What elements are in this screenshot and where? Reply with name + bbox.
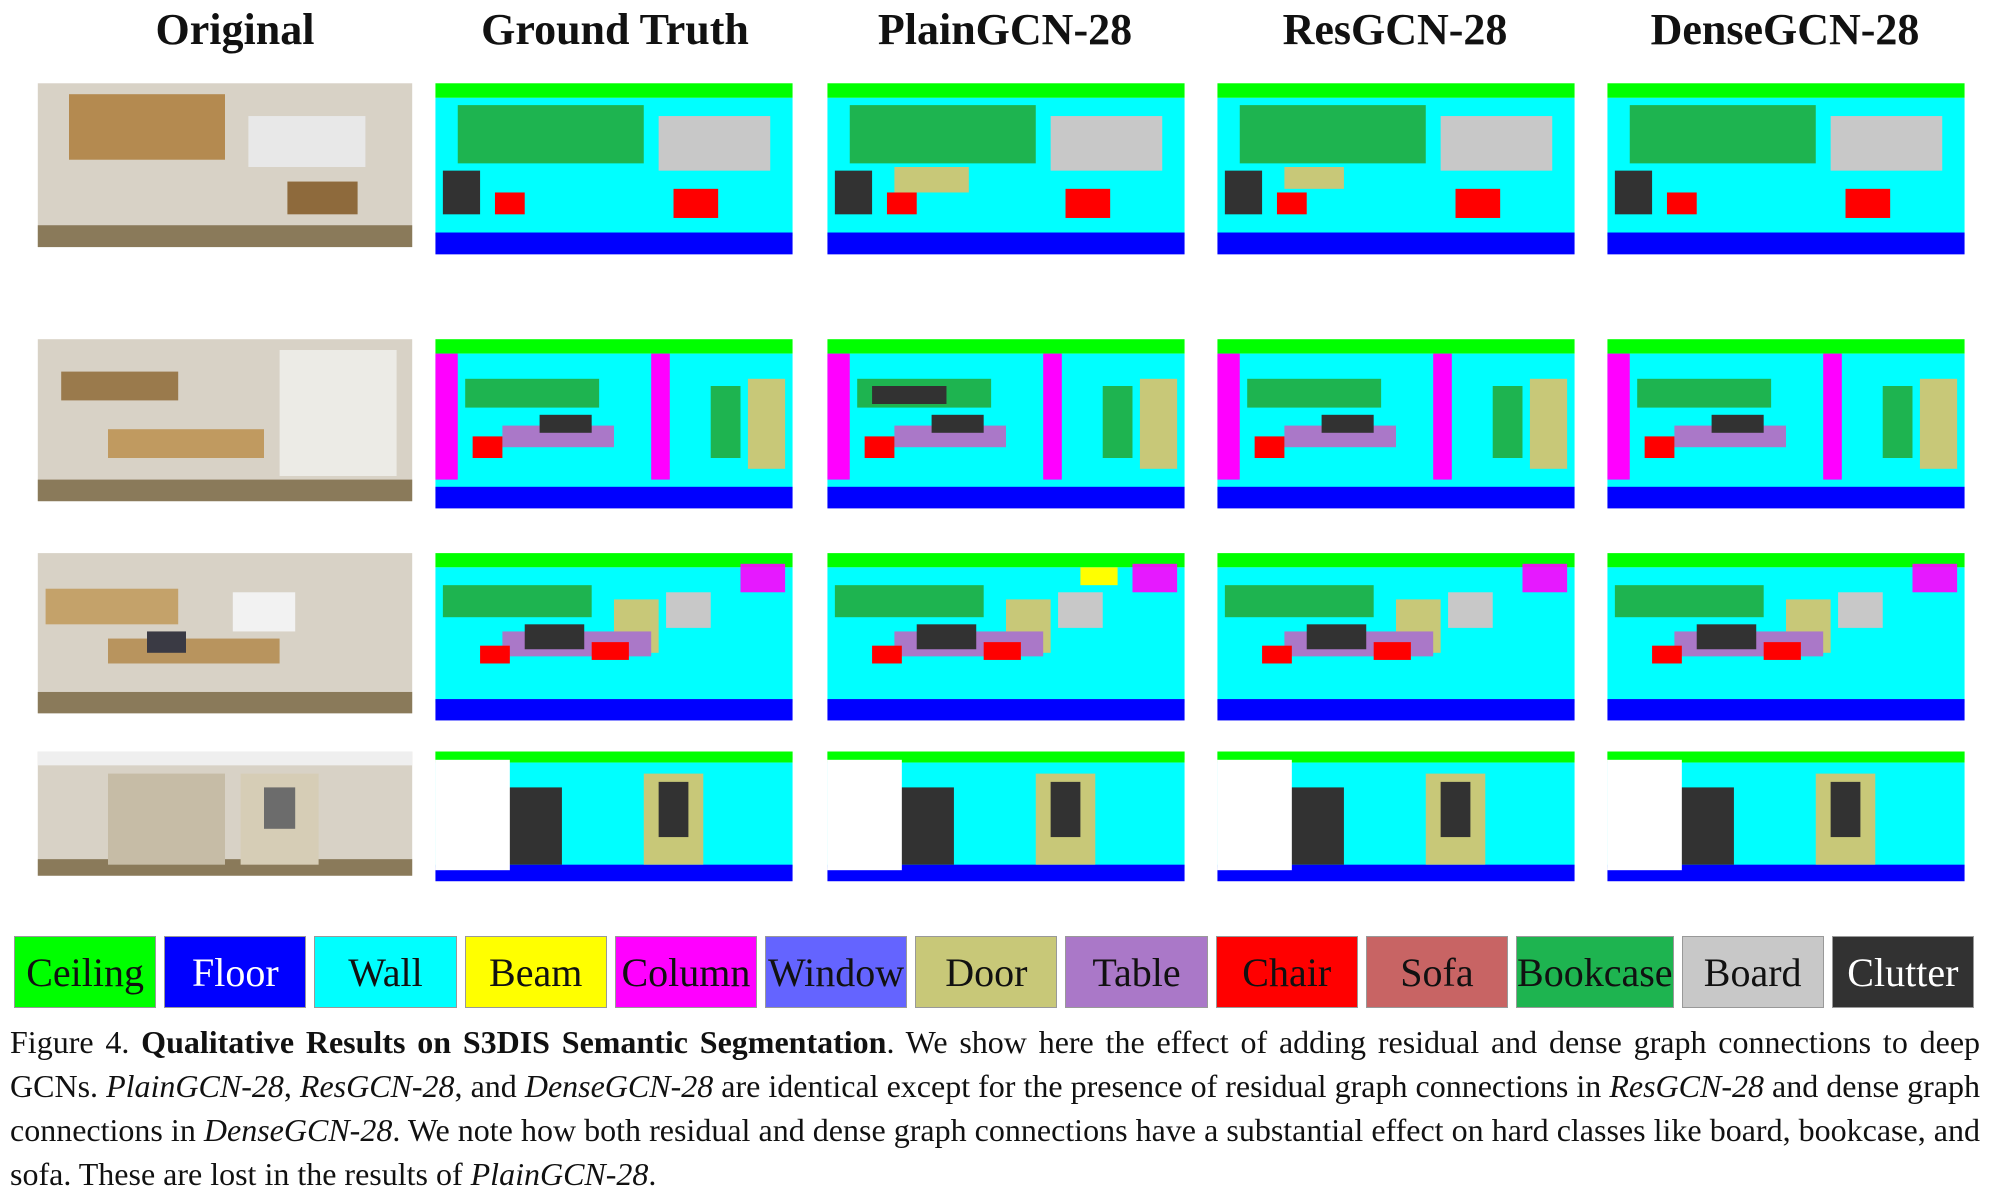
result-grid <box>0 76 1992 884</box>
scene-original-row2 <box>30 332 420 512</box>
scene-densegcn-row1 <box>1600 76 1972 258</box>
caption-text: . We show here the effect of adding resi… <box>10 1024 1981 1104</box>
model-name: ResGCN-28 <box>299 1068 455 1104</box>
legend-board: Board <box>1681 936 1824 1008</box>
scene-plaingcn-row3 <box>820 546 1192 724</box>
scene-original-row1 <box>30 76 420 258</box>
scene-resgcn-row4 <box>1210 746 1582 884</box>
caption-text: and dense graph connections in <box>10 1068 1981 1148</box>
column-header-plaingcn: PlainGCN-28 <box>877 5 1133 54</box>
column-header-densegcn: DenseGCN-28 <box>1650 5 1920 54</box>
legend-window: Window <box>765 936 908 1008</box>
caption-text: . <box>648 1156 657 1192</box>
scene-original-row3 <box>30 546 420 724</box>
scene-ground-truth-row1 <box>428 76 800 258</box>
scene-plaingcn-row4 <box>820 746 1192 884</box>
scene-densegcn-row3 <box>1600 546 1972 724</box>
scene-densegcn-row4 <box>1600 746 1972 884</box>
figure-title: Qualitative Results on S3DIS Semantic Se… <box>141 1024 887 1060</box>
legend-ceiling: Ceiling <box>14 936 157 1008</box>
scene-resgcn-row1 <box>1210 76 1582 258</box>
model-name: PlainGCN-28 <box>470 1156 649 1192</box>
legend-sofa: Sofa <box>1365 936 1509 1008</box>
model-name: ResGCN-28 <box>1609 1068 1764 1104</box>
scene-plaingcn-row1 <box>820 76 1192 258</box>
caption-text: . We note how both residual and dense gr… <box>10 1112 1981 1192</box>
legend-column: Column <box>614 936 758 1008</box>
scene-ground-truth-row3 <box>428 546 800 724</box>
figure-label: Figure 4. <box>10 1024 130 1060</box>
legend-chair: Chair <box>1215 936 1358 1008</box>
scene-ground-truth-row4 <box>428 746 800 884</box>
scene-resgcn-row3 <box>1210 546 1582 724</box>
model-name: DenseGCN-28 <box>524 1068 714 1104</box>
legend-clutter: Clutter <box>1831 936 1974 1008</box>
model-name: PlainGCN-28 <box>106 1068 284 1104</box>
column-headers: Original Ground Truth PlainGCN-28 ResGCN… <box>0 0 1992 62</box>
column-header-original: Original <box>155 5 315 54</box>
model-name: DenseGCN-28 <box>203 1112 393 1148</box>
legend-table: Table <box>1065 936 1208 1008</box>
caption-text: are identical except for the presence of… <box>713 1068 1610 1104</box>
scene-plaingcn-row2 <box>820 332 1192 512</box>
legend-bookcase: Bookcase <box>1516 936 1674 1008</box>
column-header-ground-truth: Ground Truth <box>481 5 749 54</box>
caption-text: , and <box>454 1068 525 1104</box>
legend-door: Door <box>915 936 1058 1008</box>
figure-caption: Figure 4. Qualitative Results on S3DIS S… <box>10 1020 1980 1196</box>
scene-ground-truth-row2 <box>428 332 800 512</box>
caption-text: , <box>283 1068 300 1104</box>
scene-densegcn-row2 <box>1600 332 1972 512</box>
legend-wall: Wall <box>314 936 457 1008</box>
scene-original-row4 <box>30 746 420 884</box>
legend-floor: Floor <box>164 936 307 1008</box>
column-header-resgcn: ResGCN-28 <box>1282 5 1508 54</box>
scene-resgcn-row2 <box>1210 332 1582 512</box>
legend-beam: Beam <box>464 936 607 1008</box>
class-legend: Ceiling Floor Wall Beam Column Window Door Tabl… <box>14 936 1974 1008</box>
